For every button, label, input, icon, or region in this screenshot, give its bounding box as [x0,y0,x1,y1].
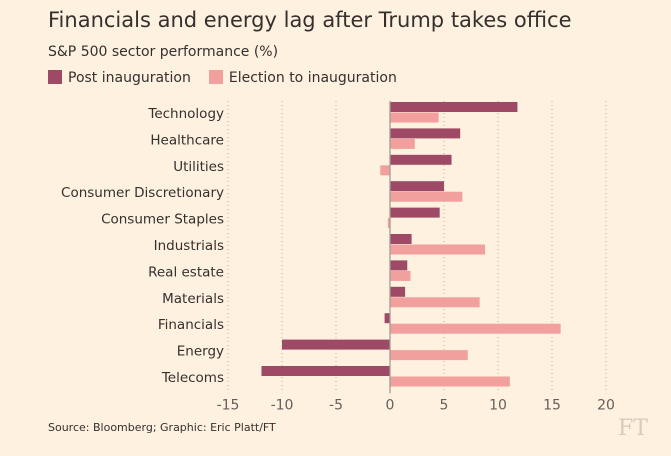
bar-post [390,234,412,244]
category-label: Financials [158,317,224,333]
category-label: Healthcare [150,132,224,148]
bar-election [387,218,390,229]
x-tick-label: 0 [386,397,395,413]
bar-election [390,350,468,361]
x-tick-label: -15 [217,397,240,413]
bar-election [390,323,561,334]
legend-label-election: Election to inauguration [228,70,397,86]
legend: Post inauguration Election to inaugurati… [48,70,397,86]
bar-election [390,270,411,281]
bar-election [390,191,463,202]
x-tick-label: -10 [271,397,294,413]
x-tick-label: 20 [597,397,615,413]
legend-swatch-post [48,70,62,84]
x-tick-label: 10 [489,397,507,413]
bar-post [390,154,452,165]
bar-post [384,313,390,324]
bar-election [390,297,480,308]
bar-post [390,207,440,218]
category-label: Consumer Staples [101,212,224,228]
x-tick-label: -5 [329,397,343,413]
chart-title: Financials and energy lag after Trump ta… [48,8,572,32]
category-label: Consumer Discretionary [61,185,224,201]
bar-election [390,138,415,149]
category-label: Energy [177,344,224,360]
bar-post [390,181,444,192]
category-label: Industrials [154,238,224,254]
bar-election [390,112,439,123]
legend-swatch-election [208,70,223,84]
category-label: Telecoms [161,370,224,386]
category-label: Utilities [173,159,224,175]
bar-election [380,165,390,176]
bar-post [282,339,390,350]
x-tick-label: 5 [440,397,449,413]
bar-election [390,244,486,255]
category-label: Real estate [148,264,224,280]
bar-post [390,102,518,112]
source-note: Source: Bloomberg; Graphic: Eric Platt/F… [48,421,276,434]
chart-subtitle: S&P 500 sector performance (%) [48,44,279,60]
ft-logo: FT [618,416,648,441]
category-label: Technology [147,106,224,122]
bar-post [390,286,406,297]
category-label: Materials [162,291,224,307]
bar-election [390,376,510,387]
x-tick-label: 15 [543,397,561,413]
bar-post [261,366,390,376]
bar-post [390,128,461,139]
legend-label-post: Post inauguration [68,70,191,86]
bar-post [390,260,408,271]
legend-item-post: Post inauguration [48,70,191,86]
legend-item-election: Election to inauguration [208,70,397,86]
